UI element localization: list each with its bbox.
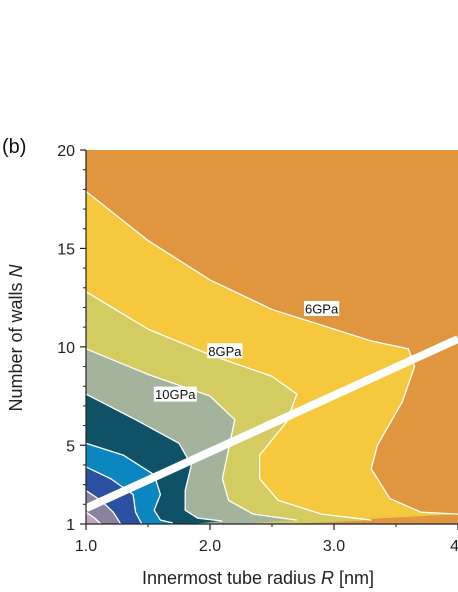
- x-axis-title: Innermost tube radius R [nm]: [142, 568, 374, 588]
- contour-label-box: [153, 386, 197, 402]
- panel-label: (b): [2, 136, 26, 158]
- contour-label-text: 10GPa: [155, 387, 196, 402]
- contour-label-text: 6GPa: [305, 301, 339, 316]
- y-tick-label: 5: [66, 438, 75, 455]
- y-axis-title: Number of walls N: [6, 263, 26, 411]
- contour-label-box: [207, 343, 243, 359]
- contour-line-7: [86, 489, 122, 524]
- x-tick-label: 3.0: [323, 538, 345, 555]
- x-axis-title-unit: [nm]: [334, 568, 374, 588]
- contour-line-3: [86, 348, 297, 521]
- contour-label: 10GPa: [153, 386, 197, 402]
- y-tick-label: 20: [57, 143, 75, 160]
- x-axis-title-prefix: Innermost tube radius: [142, 568, 321, 588]
- contour-labels: 6GPa 8GPa 10GPa: [153, 300, 340, 402]
- contour-label: 6GPa: [304, 300, 340, 316]
- y-axis-title-prefix: Number of walls: [6, 277, 26, 411]
- y-axis-title-variable: N: [6, 263, 26, 277]
- white-trend-line: [86, 335, 458, 512]
- contour-label-box: [304, 300, 340, 316]
- x-tick-label: 4: [450, 538, 458, 555]
- x-axis-title-variable: R: [321, 568, 334, 588]
- contour-line-4: [86, 393, 223, 522]
- contour-line-6: [86, 466, 143, 524]
- y-tick-label: 1: [66, 517, 75, 534]
- contour-line-8: [86, 511, 102, 524]
- x-tick-label: 2.0: [199, 538, 221, 555]
- contour-label: 8GPa: [207, 343, 243, 359]
- x-tick-label: 1.0: [75, 538, 97, 555]
- contour-band-7: [86, 490, 121, 524]
- y-tick-label: 10: [57, 340, 75, 357]
- y-tick-label: 15: [57, 241, 75, 258]
- contour-line-2: [86, 291, 372, 521]
- contour-line-5: [86, 442, 173, 524]
- contour-label-text: 8GPa: [208, 344, 242, 359]
- trend-line: [86, 335, 458, 512]
- x-ticks: 1.0 2.0 3.0 4: [75, 524, 458, 555]
- plot-area: [86, 150, 458, 524]
